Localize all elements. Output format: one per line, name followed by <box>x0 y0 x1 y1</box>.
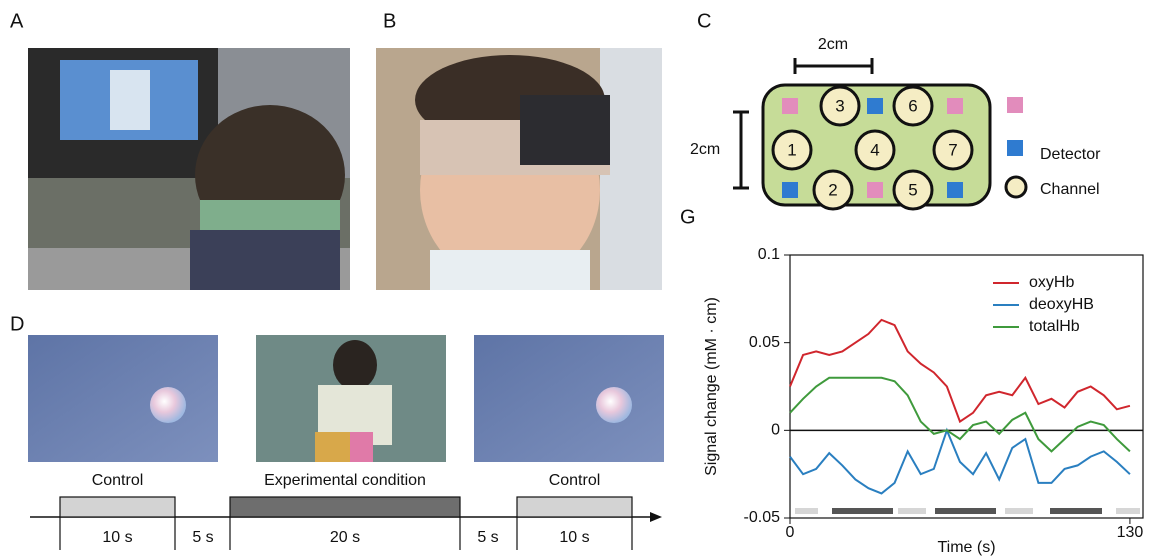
detector <box>782 182 798 198</box>
channel-number: 2 <box>828 180 837 199</box>
stim-block <box>1116 508 1140 514</box>
data-line <box>790 378 1130 452</box>
scale-label: 2cm <box>818 36 848 53</box>
channel-number: 5 <box>908 180 917 199</box>
photo-d3 <box>474 335 664 462</box>
channel-number: 4 <box>870 140 879 159</box>
duration-label: 20 s <box>330 529 360 546</box>
line-chart: -0.05 0 0.05 0.1 0 130 Time (s) Signal change (… <box>703 246 1143 556</box>
arrow-head <box>650 512 662 522</box>
photo-b <box>376 48 662 290</box>
condition-block <box>230 497 460 517</box>
panel-label: A <box>10 10 24 32</box>
legend-label: totalHb <box>1029 318 1080 335</box>
panel-label: C <box>697 10 711 32</box>
channel-number: 6 <box>908 96 917 115</box>
stim-block <box>1050 508 1102 514</box>
y-axis-label: Signal change (mM · cm) <box>703 297 720 476</box>
scale-label: 2cm <box>690 141 720 158</box>
legend-label: Detector <box>1040 146 1101 163</box>
detector <box>947 182 963 198</box>
y-tick-label: 0 <box>771 422 780 439</box>
legend-channel <box>1006 177 1026 197</box>
legend-label: Channel <box>1040 181 1100 198</box>
stim-block <box>795 508 818 514</box>
channel-number: 7 <box>948 140 957 159</box>
panel-label: B <box>383 10 396 32</box>
emitter <box>947 98 963 114</box>
stim-block <box>898 508 926 514</box>
legend-label: deoxyHB <box>1029 296 1094 313</box>
stim-block <box>832 508 893 514</box>
y-tick-label: 0.05 <box>749 334 780 351</box>
y-tick-label: 0.1 <box>758 246 780 263</box>
panel-label: D <box>10 313 24 335</box>
gap-label: 5 s <box>477 529 498 546</box>
gap-label: 5 s <box>192 529 213 546</box>
x-axis-label: Time (s) <box>937 539 995 556</box>
legend-detector <box>1007 140 1023 156</box>
panel-label: G <box>680 206 696 228</box>
emitter <box>867 182 883 198</box>
condition-label: Control <box>92 472 144 489</box>
x-tick-label: 0 <box>786 524 795 541</box>
stim-block <box>935 508 996 514</box>
photo-d2 <box>256 335 446 462</box>
channel-number: 3 <box>835 96 844 115</box>
legend-label: oxyHb <box>1029 274 1074 291</box>
duration-label: 10 s <box>102 529 132 546</box>
condition-label: Control <box>549 472 601 489</box>
condition-block <box>60 497 175 517</box>
detector <box>867 98 883 114</box>
timeline: Control 10 s Experimental condition 20 s Con… <box>30 472 662 550</box>
y-tick-label: -0.05 <box>744 509 781 526</box>
stim-block <box>1005 508 1033 514</box>
emitter <box>782 98 798 114</box>
photo-d1 <box>28 335 218 462</box>
condition-label: Experimental condition <box>264 472 426 489</box>
legend-emitter <box>1007 97 1023 113</box>
probe-diagram: 2cm 2cm 1 2 3 4 5 6 7 Detector Channel <box>690 36 1101 209</box>
x-tick-label: 130 <box>1117 524 1144 541</box>
photo-a <box>28 48 350 290</box>
figure: A B C D G 2cm 2cm <box>0 0 1150 559</box>
condition-block <box>517 497 632 517</box>
duration-label: 10 s <box>559 529 589 546</box>
channel-number: 1 <box>787 140 796 159</box>
